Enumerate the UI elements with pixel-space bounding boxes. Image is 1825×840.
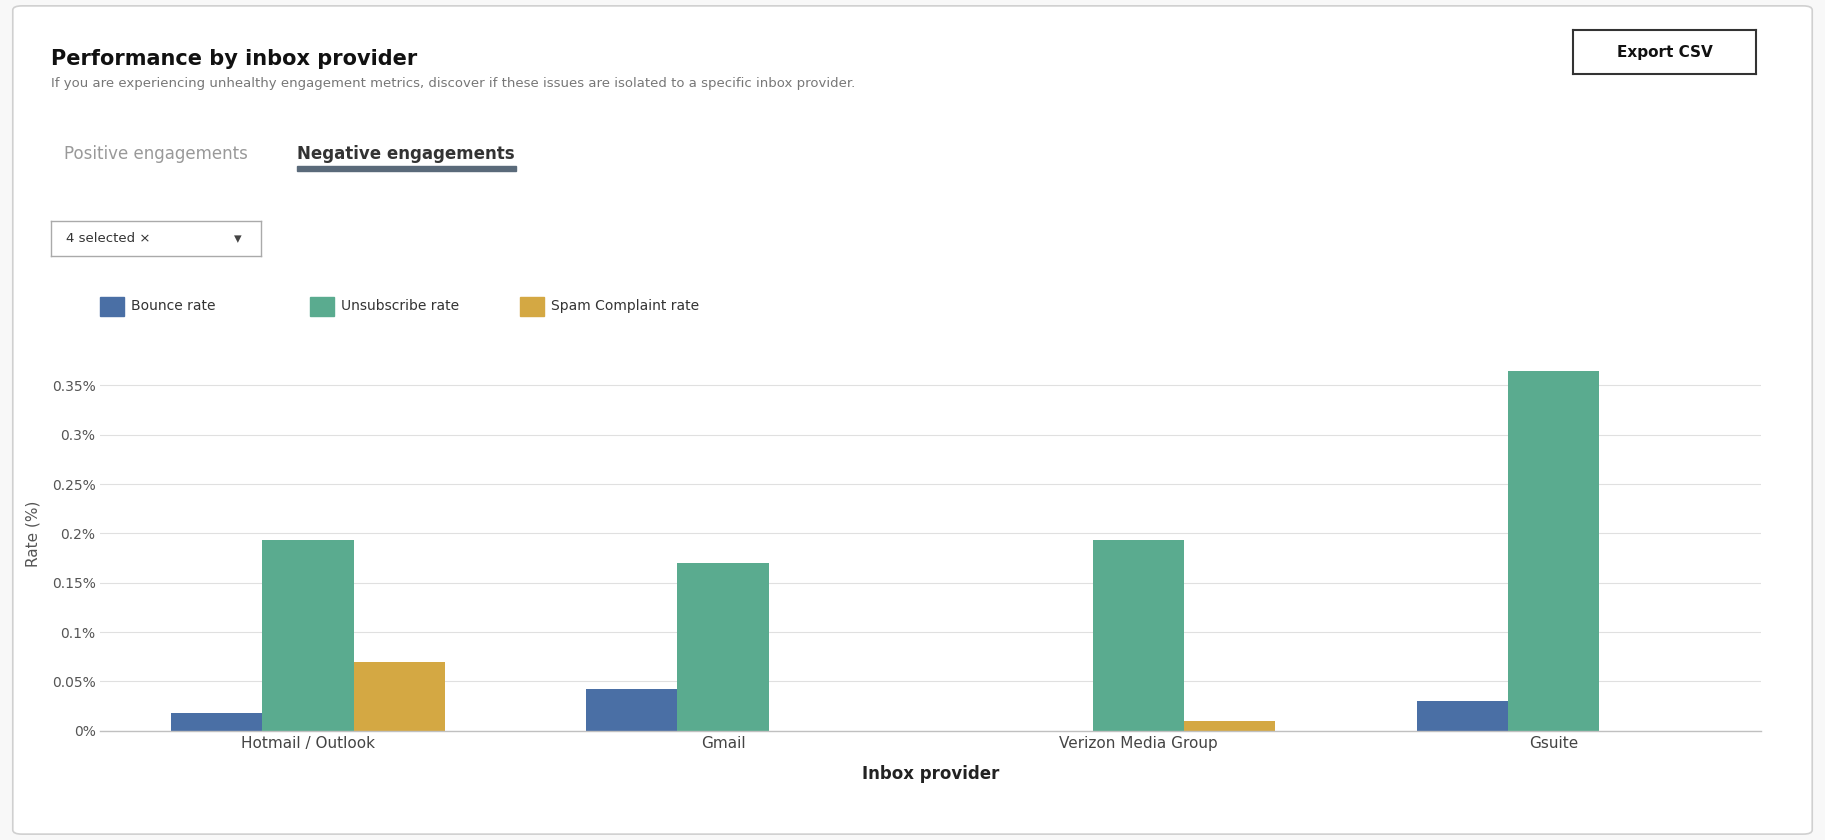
Text: Positive engagements: Positive engagements bbox=[64, 144, 248, 163]
Bar bbox=[1416, 701, 1507, 731]
Bar bbox=[586, 690, 677, 731]
Bar bbox=[1184, 721, 1276, 731]
Text: Unsubscribe rate: Unsubscribe rate bbox=[341, 299, 460, 312]
Bar bbox=[677, 563, 768, 731]
Text: 4 selected ×: 4 selected × bbox=[66, 232, 150, 245]
Text: Bounce rate: Bounce rate bbox=[131, 299, 215, 312]
Text: Spam Complaint rate: Spam Complaint rate bbox=[551, 299, 699, 312]
Bar bbox=[263, 540, 354, 731]
X-axis label: Inbox provider: Inbox provider bbox=[861, 764, 1000, 783]
Y-axis label: Rate (%): Rate (%) bbox=[26, 500, 40, 567]
Text: Negative engagements: Negative engagements bbox=[297, 144, 515, 163]
Text: Export CSV: Export CSV bbox=[1617, 45, 1712, 60]
Bar bbox=[1093, 540, 1184, 731]
Text: Performance by inbox provider: Performance by inbox provider bbox=[51, 49, 418, 69]
Bar bbox=[1507, 370, 1599, 731]
Text: If you are experiencing unhealthy engagement metrics, discover if these issues a: If you are experiencing unhealthy engage… bbox=[51, 77, 856, 91]
Bar bbox=[354, 662, 445, 731]
Bar bbox=[172, 713, 263, 731]
Text: ▾: ▾ bbox=[234, 231, 241, 246]
